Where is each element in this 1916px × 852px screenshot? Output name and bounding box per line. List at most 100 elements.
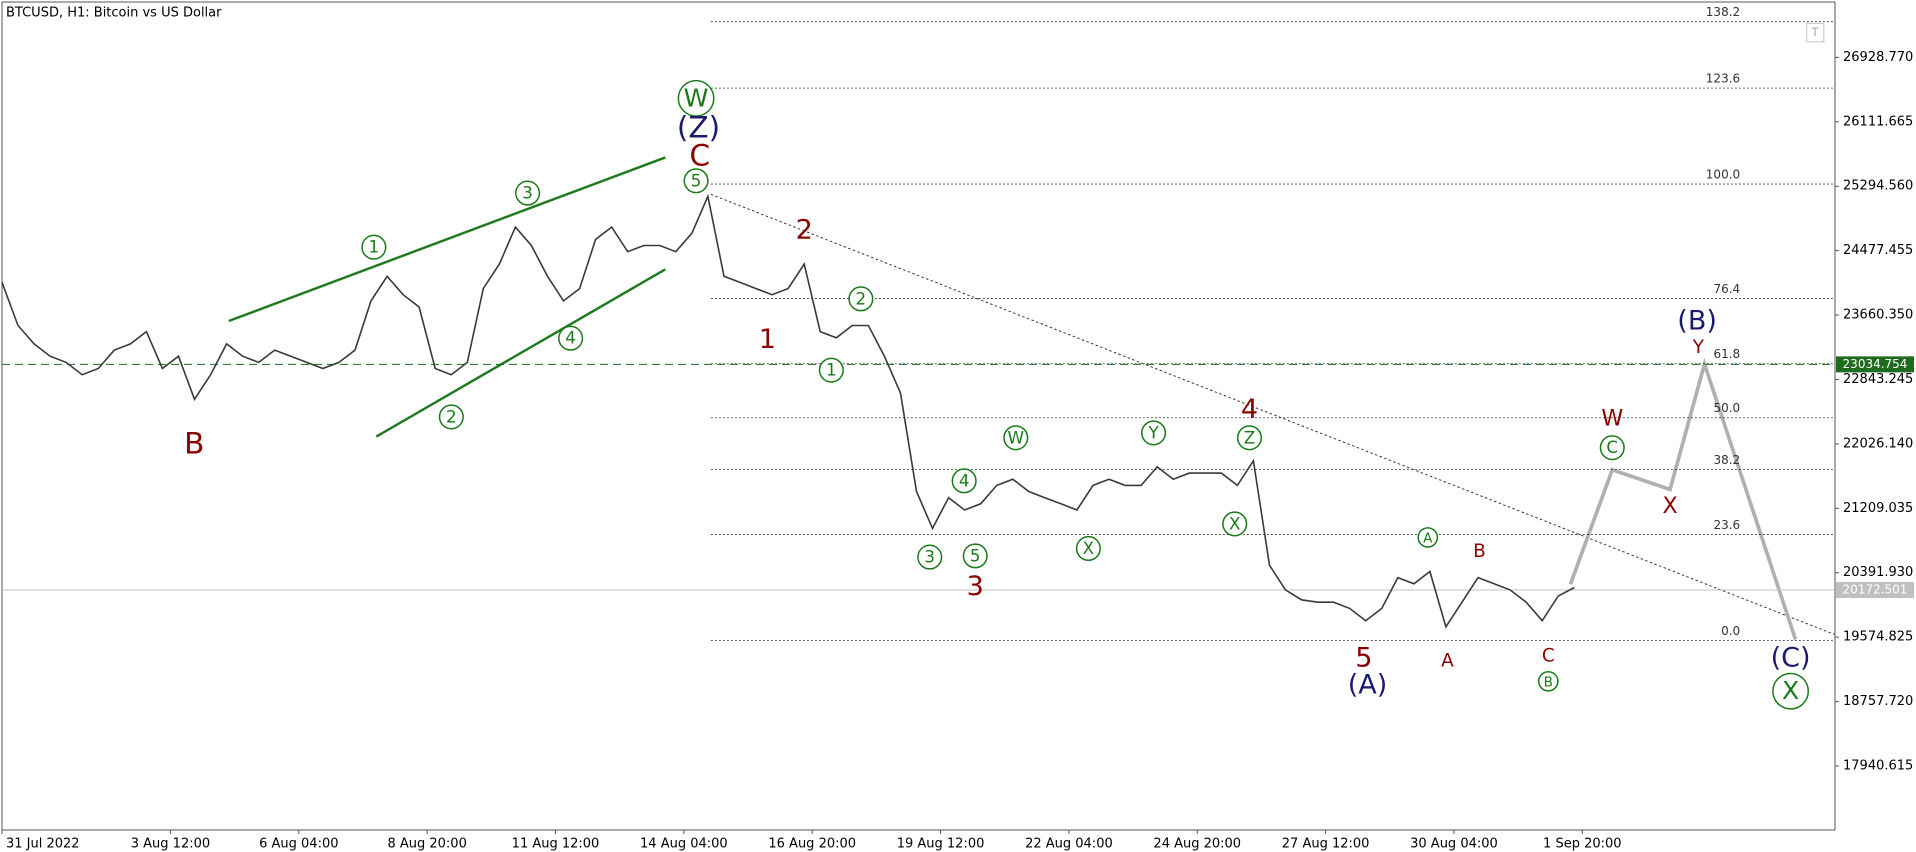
y-tick-label: 20391.930: [1843, 565, 1913, 580]
y-tick-label: 26111.665: [1843, 114, 1913, 129]
y-tick-label: 25294.560: [1843, 179, 1913, 194]
wave-label: 1: [826, 360, 837, 380]
x-tick-label: 6 Aug 04:00: [259, 837, 338, 852]
wave-circle: [818, 357, 844, 383]
wave-circle: [1140, 420, 1167, 446]
channel-line: [228, 156, 666, 323]
wave-circle: [848, 286, 874, 312]
wave-circle: [438, 404, 464, 430]
wave-label: 1: [759, 324, 776, 355]
wave-circle: [951, 468, 977, 494]
wave-circle: [1537, 670, 1559, 692]
wave-circle: [1003, 425, 1029, 451]
wave-label: 5: [691, 170, 702, 190]
y-tick-label: 26928.770: [1843, 50, 1913, 65]
wave-label: 3: [522, 183, 533, 203]
fib-label: 123.6: [1706, 72, 1740, 86]
wave-label: 2: [856, 288, 867, 308]
wave-label: (B): [1677, 305, 1717, 336]
x-tick-label: 27 Aug 12:00: [1282, 837, 1370, 852]
price-box-label: 20172.501: [1843, 583, 1908, 597]
x-tick-label: 1 Sep 20:00: [1543, 837, 1622, 852]
wave-circle: [361, 234, 387, 260]
wave-label: Y: [1147, 422, 1159, 442]
wave-label: 5: [970, 545, 981, 565]
wave-label: C: [1542, 645, 1555, 666]
wave-label: X: [1782, 676, 1799, 705]
y-tick-label: 18757.720: [1843, 694, 1913, 709]
wave-circle: [677, 79, 715, 117]
wave-label: W: [1008, 427, 1025, 447]
wave-label: 3: [924, 547, 935, 567]
wave-circle: [962, 543, 988, 569]
fib-label: 100.0: [1706, 168, 1740, 182]
wave-label: C: [689, 139, 710, 173]
wave-label: (C): [1771, 642, 1811, 673]
wave-label: Z: [1244, 427, 1255, 447]
wave-label: A: [1441, 650, 1454, 671]
projection-path: [1568, 357, 1798, 641]
price-box: [1836, 582, 1914, 599]
drawings: T: [228, 22, 1836, 641]
button[interactable]: [1805, 22, 1825, 43]
x-tick-label: 16 Aug 20:00: [768, 837, 856, 852]
wave-label: X: [1229, 513, 1240, 533]
wave-label: 2: [796, 214, 813, 245]
fib-label: 38.2: [1713, 453, 1740, 467]
chart-title: BTCUSD, H1: Bitcoin vs US Dollar: [6, 6, 222, 21]
wave-label: 2: [446, 406, 457, 426]
wave-label: Y: [1692, 337, 1705, 358]
fib-label: 61.8: [1713, 347, 1740, 361]
wave-label: X: [1083, 538, 1094, 558]
x-tick-label: 24 Aug 20:00: [1153, 837, 1241, 852]
wave-label: 5: [1355, 642, 1372, 673]
wave-circle: [1417, 527, 1439, 548]
x-tick-label: 19 Aug 12:00: [897, 837, 985, 852]
x-tick-label: 14 Aug 04:00: [640, 837, 728, 852]
y-tick-label: 19574.825: [1843, 630, 1913, 645]
fib-label: 138.2: [1706, 5, 1740, 19]
y-tick-label: 23660.350: [1843, 308, 1913, 323]
price-box: [1836, 356, 1914, 373]
wave-circle: [1772, 672, 1810, 710]
button-icon: T: [1811, 26, 1819, 39]
wave-label: 4: [959, 470, 970, 490]
wave-circle: [683, 168, 709, 194]
wave-circle: [1075, 535, 1101, 562]
x-tick-label: 8 Aug 20:00: [387, 837, 466, 852]
wave-label: B: [1473, 541, 1486, 562]
x-tick-label: 31 Jul 2022: [6, 837, 80, 852]
y-tick-label: 17940.615: [1843, 759, 1913, 774]
x-tick-label: 30 Aug 04:00: [1410, 837, 1498, 852]
wave-label: X: [1662, 493, 1677, 519]
wave-label: (Z): [677, 110, 720, 144]
price-box-label: 23034.754: [1843, 357, 1908, 371]
x-tick-label: 22 Aug 04:00: [1025, 837, 1113, 852]
wave-label: W: [1601, 406, 1623, 432]
wave-label: A: [1423, 530, 1433, 546]
y-tick-label: 22843.245: [1843, 372, 1913, 387]
wave-label: B: [1544, 674, 1553, 690]
wave-circle: [1236, 425, 1263, 451]
fib-label: 50.0: [1713, 401, 1740, 415]
wave-label: B: [184, 426, 204, 460]
wave-circle: [917, 544, 943, 570]
wave-label: 4: [565, 328, 576, 348]
wave-label: W: [684, 83, 709, 112]
fib-label: 76.4: [1713, 282, 1740, 296]
wave-label: (A): [1348, 669, 1388, 700]
x-tick-label: 3 Aug 12:00: [131, 837, 210, 852]
wave-circle: [515, 180, 541, 206]
fib-label: 23.6: [1713, 518, 1740, 532]
wave-label: 4: [1241, 394, 1258, 425]
y-tick-label: 24477.455: [1843, 243, 1913, 258]
wave-circle: [1599, 435, 1625, 461]
channel-line: [375, 268, 666, 438]
y-tick-label: 21209.035: [1843, 501, 1913, 516]
wave-label: 3: [967, 571, 984, 602]
fib-label: 0.0: [1721, 624, 1740, 638]
wave-circle: [558, 325, 584, 351]
wave-label: 1: [369, 237, 380, 257]
